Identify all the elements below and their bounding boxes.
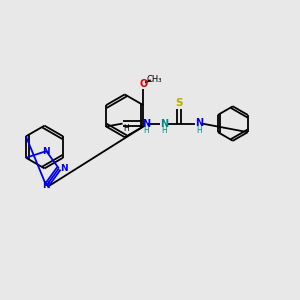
Text: CH₃: CH₃ (147, 75, 162, 84)
Text: N: N (160, 118, 168, 128)
Text: H: H (161, 126, 167, 135)
Text: H: H (196, 126, 202, 135)
Text: H: H (143, 126, 148, 135)
Text: N: N (42, 181, 50, 190)
Text: H: H (124, 124, 129, 134)
Text: S: S (175, 98, 182, 108)
Text: N: N (60, 164, 68, 173)
Text: N: N (142, 118, 150, 128)
Text: N: N (195, 118, 203, 128)
Text: N: N (42, 147, 50, 156)
Text: O: O (139, 79, 147, 89)
